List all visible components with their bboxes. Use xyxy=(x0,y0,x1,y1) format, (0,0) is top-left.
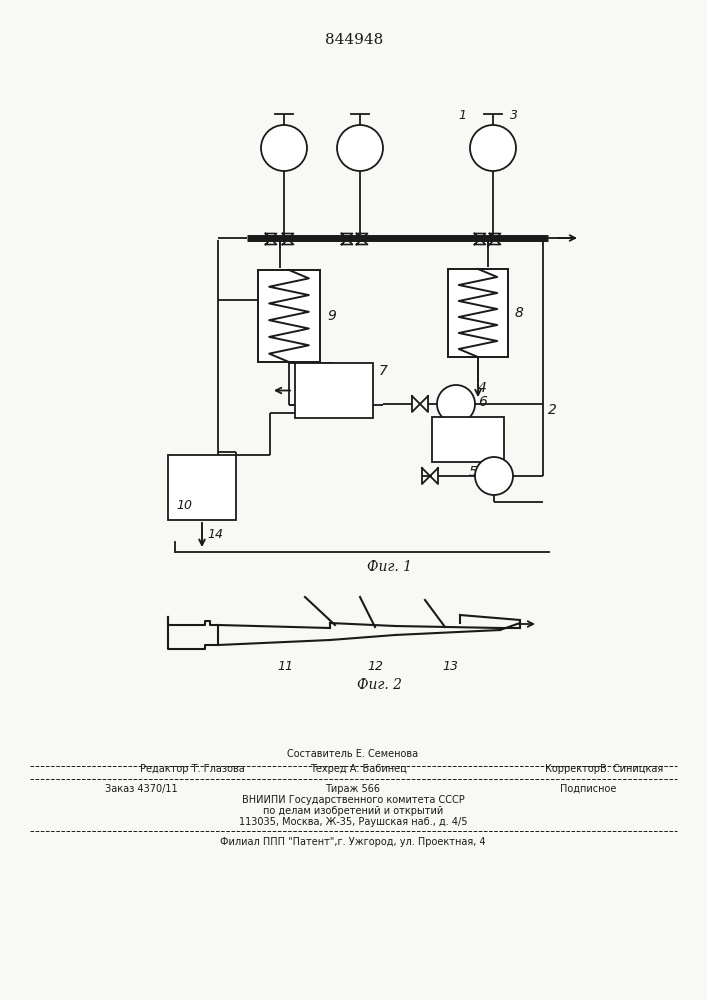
Text: Тираж 566: Тираж 566 xyxy=(325,784,380,794)
Text: 13: 13 xyxy=(442,660,458,674)
Bar xyxy=(448,269,508,357)
Bar xyxy=(168,455,236,520)
Text: Филиал ППП "Патент",г. Ужгород, ул. Проектная, 4: Филиал ППП "Патент",г. Ужгород, ул. Прое… xyxy=(220,837,486,847)
Circle shape xyxy=(470,125,516,171)
Text: КорректорВ. Синицкая: КорректорВ. Синицкая xyxy=(545,764,663,774)
Text: Составитель Е. Семенова: Составитель Е. Семенова xyxy=(288,749,419,759)
Text: 10: 10 xyxy=(176,499,192,512)
Text: Техред А. Бабинец: Техред А. Бабинец xyxy=(310,764,407,774)
Text: 4: 4 xyxy=(478,381,487,395)
Text: Фиг. 2: Фиг. 2 xyxy=(358,678,402,692)
Text: 9: 9 xyxy=(327,309,336,323)
Circle shape xyxy=(261,125,307,171)
Text: Фиг. 1: Фиг. 1 xyxy=(368,560,412,574)
Text: 113035, Москва, Ж-35, Раушская наб., д. 4/5: 113035, Москва, Ж-35, Раушская наб., д. … xyxy=(239,817,467,827)
Text: 5: 5 xyxy=(469,465,477,479)
Text: ВНИИПИ Государственного комитета СССР: ВНИИПИ Государственного комитета СССР xyxy=(242,795,464,805)
Text: 1: 1 xyxy=(458,109,466,122)
Text: 11: 11 xyxy=(277,660,293,674)
Circle shape xyxy=(437,385,475,423)
Circle shape xyxy=(337,125,383,171)
Text: по делам изобретений и открытий: по делам изобретений и открытий xyxy=(263,806,443,816)
Text: 14: 14 xyxy=(207,528,223,542)
Text: 6: 6 xyxy=(478,395,487,409)
Text: Заказ 4370/11: Заказ 4370/11 xyxy=(105,784,177,794)
Text: 12: 12 xyxy=(367,660,383,674)
Text: 3: 3 xyxy=(510,109,518,122)
Bar xyxy=(432,417,504,462)
Bar xyxy=(258,270,320,362)
Text: 2: 2 xyxy=(548,403,557,417)
Bar xyxy=(295,363,373,418)
Circle shape xyxy=(475,457,513,495)
Text: Подписное: Подписное xyxy=(560,784,617,794)
Text: 844948: 844948 xyxy=(325,33,383,47)
Text: 8: 8 xyxy=(515,306,524,320)
Text: Редактор Т. Глазова: Редактор Т. Глазова xyxy=(140,764,245,774)
Text: 7: 7 xyxy=(379,364,388,378)
